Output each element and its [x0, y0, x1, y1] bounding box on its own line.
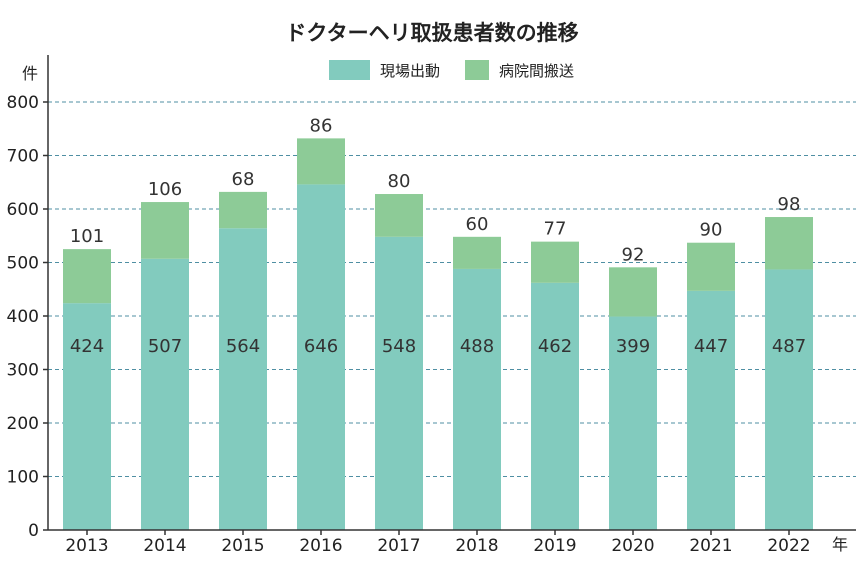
x-tick-label: 2022 — [767, 536, 810, 556]
legend: 現場出動 病院間搬送 — [329, 60, 574, 80]
legend-label: 現場出動 — [380, 62, 440, 80]
bar-byoinkan-hanso — [375, 194, 423, 237]
bar-genba-shutsudo — [453, 268, 501, 530]
y-tick-label: 0 — [28, 521, 39, 541]
bar-genba-shutsudo — [297, 184, 345, 530]
data-label-genba-shutsudo: 487 — [772, 336, 806, 357]
bar-genba-shutsudo — [531, 282, 579, 530]
x-tick-label: 2018 — [455, 536, 498, 556]
y-axis-ticks: 0 100 200 300 400 500 600 700 800 — [7, 93, 48, 541]
legend-swatch — [465, 60, 489, 80]
y-tick-label: 600 — [7, 200, 39, 220]
bar-byoinkan-hanso — [609, 267, 657, 317]
data-label-genba-shutsudo: 488 — [460, 336, 494, 357]
data-label-genba-shutsudo: 646 — [304, 336, 338, 357]
data-label-byoinkan-hanso: 60 — [466, 214, 489, 235]
legend-swatch — [329, 60, 370, 80]
x-axis-ticks: 2013 2014 2015 2016 2017 2018 2019 2020 2021 2022 — [65, 530, 811, 556]
bar-byoinkan-hanso — [63, 249, 111, 304]
x-tick-label: 2016 — [299, 536, 342, 556]
y-axis-unit: 件 — [22, 64, 38, 83]
y-tick-label: 500 — [7, 254, 39, 274]
y-tick-label: 100 — [7, 468, 39, 488]
data-label-genba-shutsudo: 564 — [226, 336, 260, 357]
bar-byoinkan-hanso — [453, 236, 501, 269]
y-tick-label: 800 — [7, 93, 39, 113]
y-tick-label: 200 — [7, 414, 39, 434]
data-label-byoinkan-hanso: 86 — [310, 115, 333, 136]
data-label-byoinkan-hanso: 106 — [148, 179, 182, 200]
data-label-byoinkan-hanso: 77 — [544, 219, 567, 240]
data-label-byoinkan-hanso: 90 — [700, 220, 723, 241]
data-label-byoinkan-hanso: 98 — [778, 194, 801, 215]
bar-byoinkan-hanso — [531, 241, 579, 283]
x-tick-label: 2014 — [143, 536, 186, 556]
y-tick-label: 700 — [7, 147, 39, 167]
x-tick-label: 2017 — [377, 536, 420, 556]
data-label-genba-shutsudo: 507 — [148, 336, 182, 357]
data-label-genba-shutsudo: 462 — [538, 336, 572, 357]
data-labels: 424 101 507 106 564 68 646 86 548 80 488 60 462 77 399… — [70, 115, 806, 357]
x-tick-label: 2013 — [65, 536, 108, 556]
x-tick-label: 2019 — [533, 536, 576, 556]
data-label-genba-shutsudo: 447 — [694, 336, 728, 357]
y-tick-label: 300 — [7, 361, 39, 381]
data-label-genba-shutsudo: 548 — [382, 336, 416, 357]
bar-genba-shutsudo — [219, 228, 267, 530]
data-label-genba-shutsudo: 424 — [70, 336, 104, 357]
chart-title: ドクターヘリ取扱患者数の推移 — [285, 21, 578, 45]
bar-genba-shutsudo — [63, 303, 111, 530]
bar-genba-shutsudo — [765, 269, 813, 530]
data-label-byoinkan-hanso: 101 — [70, 226, 104, 247]
x-tick-label: 2021 — [689, 536, 732, 556]
bar-byoinkan-hanso — [297, 138, 345, 185]
legend-label: 病院間搬送 — [499, 62, 574, 80]
bar-genba-shutsudo — [687, 290, 735, 530]
y-tick-label: 400 — [7, 307, 39, 327]
data-label-byoinkan-hanso: 80 — [388, 171, 411, 192]
x-tick-label: 2020 — [611, 536, 654, 556]
bar-byoinkan-hanso — [687, 242, 735, 291]
data-label-genba-shutsudo: 399 — [616, 336, 650, 357]
bar-byoinkan-hanso — [219, 191, 267, 229]
bar-genba-shutsudo — [141, 258, 189, 530]
bar-byoinkan-hanso — [141, 202, 189, 259]
bar-byoinkan-hanso — [765, 217, 813, 270]
bar-genba-shutsudo — [375, 236, 423, 530]
data-label-byoinkan-hanso: 92 — [622, 244, 645, 265]
data-label-byoinkan-hanso: 68 — [232, 169, 255, 190]
x-tick-label: 2015 — [221, 536, 264, 556]
bar-genba-shutsudo — [609, 316, 657, 530]
bars — [63, 138, 813, 530]
x-axis-unit: 年 — [832, 535, 848, 554]
